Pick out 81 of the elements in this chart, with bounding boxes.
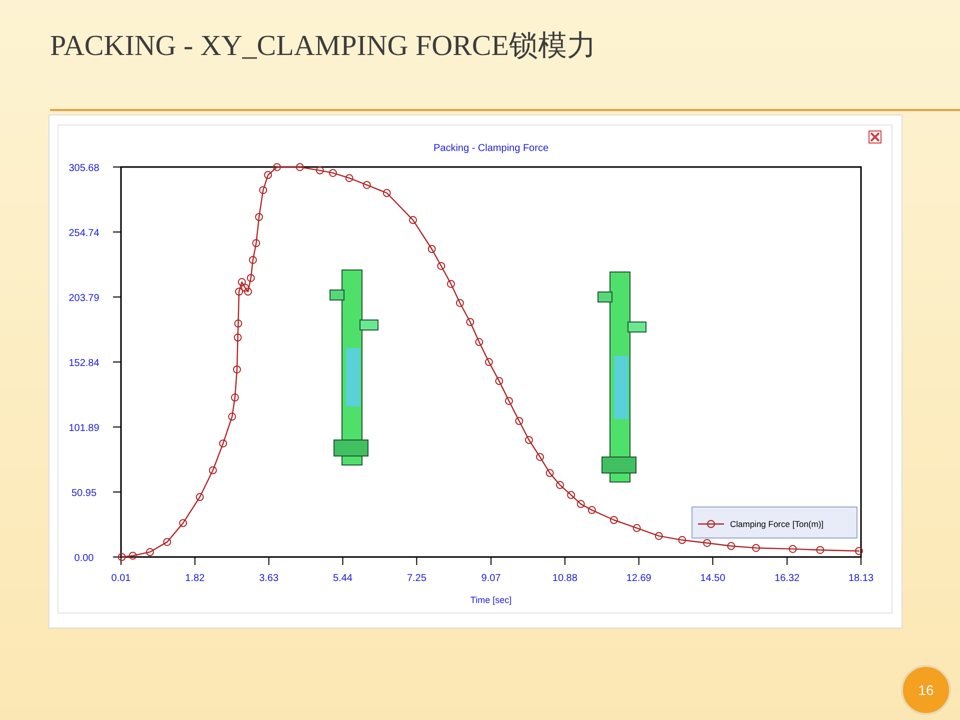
point (382, 189, 391, 197)
chart-title: PACKING - XY_CLAMPING FORCE锁模力 (50, 30, 596, 62)
point (536, 452, 544, 461)
x-tick-label: 0.01 (111, 573, 132, 584)
legend-label: Clamping Force [Ton(m)] (730, 519, 824, 529)
point (446, 280, 455, 288)
point (654, 532, 663, 540)
x-tick-label: 16.32 (774, 573, 800, 584)
point (362, 180, 371, 189)
point (409, 216, 417, 224)
point (703, 538, 712, 547)
y-tick-label: 50.95 (71, 488, 97, 499)
point (556, 481, 564, 490)
x-tick-label: 10.88 (552, 573, 578, 584)
point (428, 245, 436, 254)
point (546, 469, 554, 478)
y-tick-label: 254.74 (68, 228, 100, 239)
point (316, 166, 324, 174)
point (118, 553, 126, 561)
point (437, 262, 446, 270)
point (230, 394, 239, 402)
point (727, 542, 736, 550)
point (296, 163, 304, 172)
point (515, 416, 524, 425)
point (235, 288, 244, 296)
x-tick-label: 5.44 (333, 573, 353, 584)
point (678, 536, 686, 544)
point (588, 506, 596, 514)
point (610, 516, 618, 524)
point (788, 544, 797, 553)
point (345, 174, 354, 182)
point (163, 538, 172, 546)
point (255, 212, 264, 221)
point (241, 284, 250, 292)
x-tick-label: 3.63 (259, 573, 280, 584)
point (752, 544, 760, 552)
text: 16 (918, 682, 934, 698)
point (475, 338, 484, 346)
point (567, 490, 576, 499)
point (234, 320, 242, 328)
point (179, 519, 188, 528)
x-tick-label: 9.07 (481, 573, 502, 584)
point (208, 466, 217, 474)
point (248, 256, 257, 264)
point (524, 436, 533, 444)
x-tick-label: 18.13 (848, 573, 874, 584)
point (234, 334, 242, 342)
x-tick-label: 7.25 (406, 573, 427, 584)
y-tick-label: 152.84 (68, 358, 100, 369)
point (504, 396, 513, 405)
point (232, 365, 241, 374)
point (146, 548, 154, 556)
point (484, 358, 493, 366)
point (466, 318, 474, 326)
point (576, 500, 585, 508)
point (328, 168, 337, 177)
point (854, 547, 863, 556)
point (219, 439, 228, 448)
x-tick-label: 14.50 (700, 573, 726, 584)
point (264, 171, 272, 180)
point (816, 546, 824, 554)
point (128, 552, 137, 560)
y-tick-label: 305.68 (68, 163, 100, 174)
point (259, 186, 268, 194)
chart-subtitle: Packing - Clamping Force (433, 143, 549, 154)
point (252, 239, 260, 248)
x-tick-label: 12.69 (626, 573, 652, 584)
x-axis-title: Time [sec] (470, 595, 512, 605)
point (273, 163, 282, 172)
x-tick-label: 1.82 (185, 573, 206, 584)
point (632, 524, 641, 532)
point (495, 377, 504, 386)
y-tick-label: 203.79 (68, 292, 100, 304)
point (238, 278, 246, 286)
y-tick-label: 0.00 (74, 553, 94, 564)
point (456, 298, 464, 307)
point (196, 493, 204, 502)
point (246, 274, 255, 282)
point (244, 288, 252, 296)
y-tick-label: 101.89 (68, 423, 100, 434)
point (228, 412, 236, 421)
